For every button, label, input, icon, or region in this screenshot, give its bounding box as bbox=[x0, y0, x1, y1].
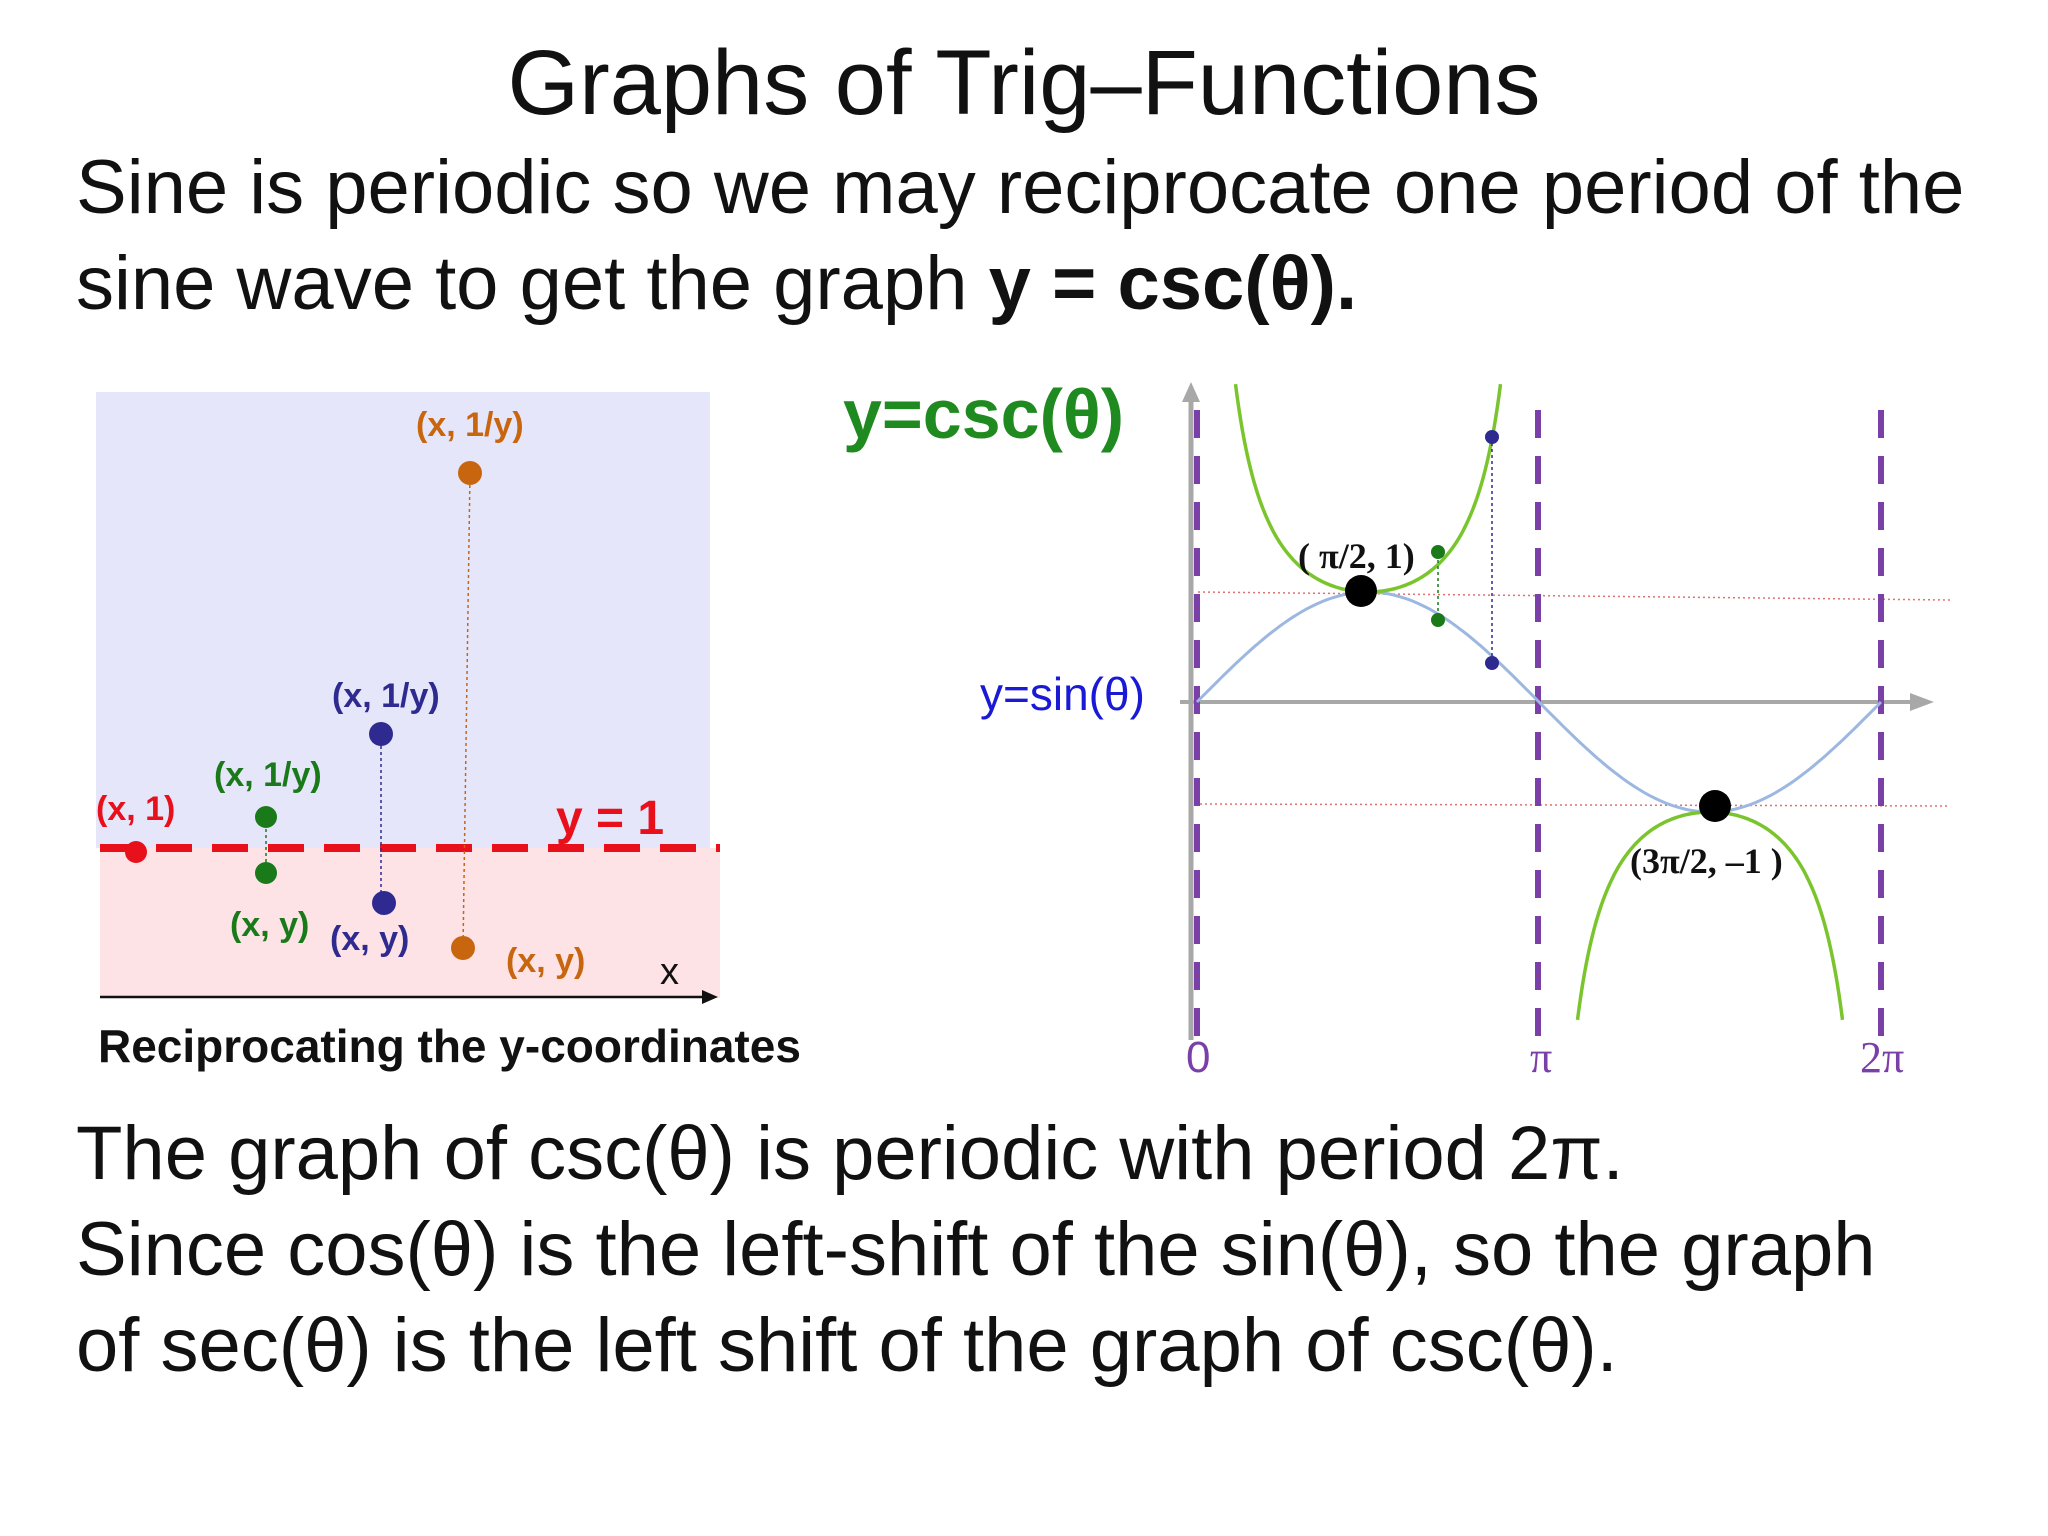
csc-label: y=csc(θ) bbox=[843, 375, 1124, 453]
green-original-label: (x, y) bbox=[230, 906, 309, 944]
y-minus-one-guide bbox=[1199, 803, 1951, 807]
blue-original-point bbox=[372, 891, 396, 915]
orange-original-label: (x, y) bbox=[506, 942, 585, 980]
orange-connector bbox=[462, 472, 471, 949]
blue-csc-point bbox=[1485, 430, 1499, 444]
y-equals-one-label: y = 1 bbox=[556, 792, 664, 845]
conclusion-line-2: Since cos(θ) is the left-shift of the si… bbox=[76, 1207, 1876, 1292]
lower-region bbox=[100, 848, 720, 998]
slide-title: Graphs of Trig–Functions bbox=[507, 32, 1541, 134]
csc-graph: y=csc(θ) y=sin(θ) ( π/2, 1) (3π/2, –1 ) … bbox=[843, 375, 1951, 1082]
green-sin-point bbox=[1431, 613, 1445, 627]
x-axis-arrow-icon bbox=[1910, 693, 1934, 711]
red-point bbox=[125, 841, 147, 863]
conclusion-line-3: of sec(θ) is the left shift of the graph… bbox=[76, 1303, 1618, 1388]
blue-original-label: (x, y) bbox=[330, 920, 409, 958]
blue-reciprocal-point bbox=[369, 722, 393, 746]
intro-paragraph: Sine is periodic so we may reciprocate o… bbox=[76, 140, 2036, 332]
max-point bbox=[1345, 575, 1377, 607]
red-point-label: (x, 1) bbox=[96, 790, 175, 828]
min-point bbox=[1699, 790, 1731, 822]
blue-sin-point bbox=[1485, 656, 1499, 670]
conclusion-line-1: The graph of csc(θ) is periodic with per… bbox=[76, 1111, 1624, 1196]
x-axis-arrow-icon bbox=[702, 990, 718, 1004]
sine-curve bbox=[1195, 590, 1883, 814]
max-point-label: ( π/2, 1) bbox=[1298, 536, 1415, 576]
green-reciprocal-label: (x, 1/y) bbox=[214, 756, 322, 794]
y-one-guide bbox=[1197, 591, 1951, 601]
orange-original-point bbox=[451, 936, 475, 960]
left-figure-caption: Reciprocating the y-coordinates bbox=[98, 1020, 801, 1072]
orange-reciprocal-label: (x, 1/y) bbox=[416, 406, 524, 444]
green-csc-point bbox=[1431, 545, 1445, 559]
x-axis-label: x bbox=[660, 951, 679, 993]
intro-text: Sine is periodic so we may reciprocate o… bbox=[76, 145, 1965, 326]
y-axis-arrow-icon bbox=[1182, 382, 1200, 402]
conclusion-paragraph: The graph of csc(θ) is periodic with per… bbox=[76, 1106, 2036, 1394]
sin-label: y=sin(θ) bbox=[980, 668, 1145, 720]
blue-reciprocal-label: (x, 1/y) bbox=[332, 677, 440, 715]
reciprocal-diagram: (x, 1) (x, 1/y) (x, y) (x, 1/y) (x, y) (… bbox=[96, 392, 801, 1072]
tick-label-zero: 0 bbox=[1186, 1033, 1210, 1082]
intro-formula: y = csc(θ). bbox=[988, 241, 1358, 326]
green-reciprocal-point bbox=[255, 806, 277, 828]
tick-label-pi: π bbox=[1530, 1033, 1552, 1082]
upper-region bbox=[96, 392, 710, 848]
min-point-label: (3π/2, –1 ) bbox=[1630, 841, 1783, 881]
green-original-point bbox=[255, 862, 277, 884]
orange-reciprocal-point bbox=[458, 461, 482, 485]
tick-label-two-pi: 2π bbox=[1860, 1033, 1904, 1082]
